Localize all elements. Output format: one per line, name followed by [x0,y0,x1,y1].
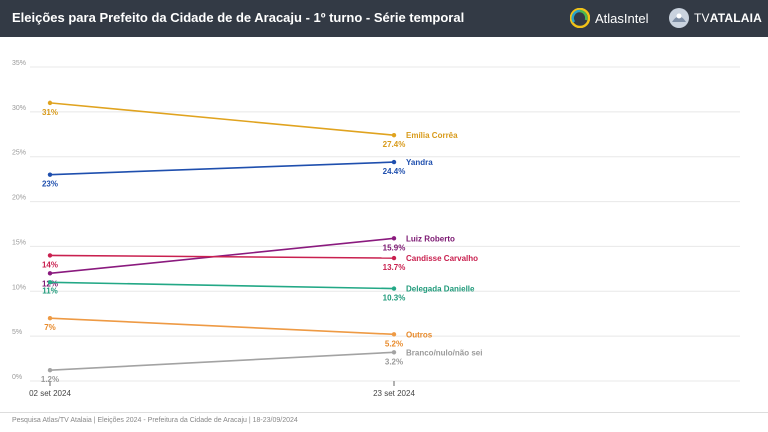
footer-source-text: Pesquisa Atlas/TV Atalaia | Eleições 202… [12,417,298,424]
point-start-luiz-roberto [47,271,53,276]
data-label-start-candisse-carvalho: 14% [42,260,58,269]
y-tick-label: 10% [12,284,26,291]
series-name-label-branco-nulo-nao-sei: Branco/nulo/não sei [406,348,482,357]
y-tick-label: 0% [12,374,22,381]
series-line-candisse-carvalho [49,254,395,259]
data-label-end-candisse-carvalho: 13.7% [383,263,406,272]
series-line-luiz-roberto [49,237,395,275]
atlasintel-logo: AtlasIntel [570,7,648,29]
data-label-start-outros: 7% [44,323,56,332]
series-name-label-yandra: Yandra [406,158,433,167]
y-tick-label: 20% [12,195,26,202]
series-line-branco-nulo-nao-sei [49,351,395,372]
series-line-outros [49,317,395,336]
point-start-delegada-danielle [47,280,53,285]
tv-atalaia-prefix: TV [694,11,710,25]
data-label-start-yandra: 23% [42,180,58,189]
x-tick-label: 23 set 2024 [373,389,415,398]
tv-atalaia-logo-text: TVATALAIA [694,11,762,25]
data-label-start-delegada-danielle: 11% [42,286,58,295]
point-start-outros [47,316,53,321]
data-label-end-luiz-roberto: 15.9% [383,243,406,252]
point-end-branco-nulo-nao-sei [391,350,397,355]
point-start-candisse-carvalho [47,253,53,258]
data-label-start-branco-nulo-nao-sei: 1.2% [41,375,59,384]
point-end-outros [391,332,397,337]
tv-atalaia-logo: TVATALAIA [668,6,762,30]
series-name-label-emilia-correa: Emília Corrêa [406,131,458,140]
point-end-delegada-danielle [391,286,397,291]
point-end-emilia-correa [391,132,397,138]
series-line-delegada-danielle [49,281,395,290]
y-tick-label: 5% [12,329,22,336]
data-label-end-emilia-correa: 27.4% [383,140,406,149]
atlasintel-logo-text: AtlasIntel [595,10,649,26]
data-label-end-yandra: 24.4% [383,167,406,176]
data-label-end-delegada-danielle: 10.3% [383,294,406,303]
point-start-emilia-correa [47,100,53,106]
point-end-luiz-roberto [391,236,397,241]
series-line-emilia-correa [49,102,395,136]
y-tick-label: 25% [12,150,26,157]
data-label-start-emilia-correa: 31% [42,108,58,117]
series-line-yandra [49,161,395,176]
footer-bar: Pesquisa Atlas/TV Atalaia | Eleições 202… [0,412,768,432]
point-start-branco-nulo-nao-sei [47,368,53,373]
series-name-label-delegada-danielle: Delegada Danielle [406,285,475,294]
atlasintel-mark-icon [570,8,590,28]
series-name-label-outros: Outros [406,330,433,339]
header-bar: Eleições para Prefeito da Cidade de de A… [0,0,768,37]
point-start-yandra [47,172,53,177]
series-name-label-luiz-roberto: Luiz Roberto [406,234,455,243]
y-tick-label: 15% [12,239,26,246]
data-label-end-branco-nulo-nao-sei: 3.2% [385,357,403,366]
x-tick-label: 02 set 2024 [29,389,71,398]
y-tick-label: 35% [12,60,26,67]
point-end-yandra [391,159,397,165]
y-tick-label: 30% [12,105,26,112]
point-end-candisse-carvalho [391,255,397,261]
data-label-end-outros: 5.2% [385,339,403,348]
series-name-label-candisse-carvalho: Candisse Carvalho [406,254,478,263]
line-chart: 0% 5% 10% 15% 20% 25% 30% 35% 02 set 2024 23 set … [12,60,740,398]
tv-atalaia-suffix: ATALAIA [709,11,763,25]
tv-atalaia-mark-icon [669,8,689,28]
page-title: Eleições para Prefeito da Cidade de de A… [12,10,465,25]
